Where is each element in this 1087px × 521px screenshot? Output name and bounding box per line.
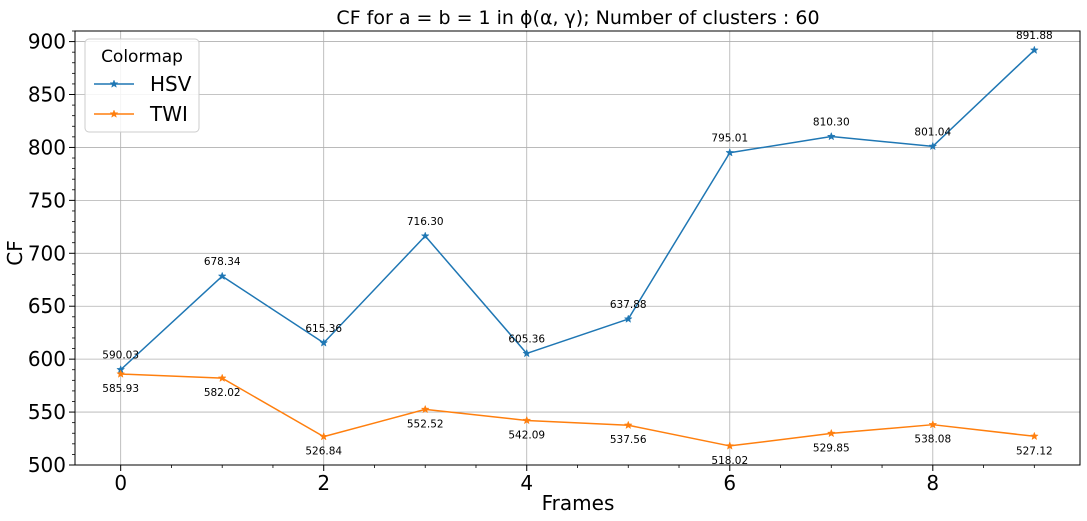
minor-ticks <box>72 30 1035 468</box>
data-label-hsv: 891.88 <box>1016 30 1053 42</box>
x-tick-label: 4 <box>520 471 533 495</box>
series-layer <box>116 45 1039 450</box>
data-label-twi: 538.08 <box>914 434 951 446</box>
y-tick-label: 850 <box>28 83 66 107</box>
data-label-hsv: 678.34 <box>204 256 241 268</box>
point-twi <box>116 369 126 378</box>
grid-layer <box>75 31 1080 466</box>
data-label-hsv: 716.30 <box>407 216 444 228</box>
point-hsv <box>826 131 836 141</box>
legend-item-twi: TWI <box>94 102 188 126</box>
legend-label-hsv: HSV <box>150 72 192 96</box>
point-twi <box>1029 431 1039 441</box>
data-label-twi: 518.02 <box>711 455 748 467</box>
data-label-twi: 552.52 <box>407 418 444 430</box>
point-hsv <box>928 141 938 151</box>
legend-box <box>84 38 200 133</box>
data-label-twi: 582.02 <box>204 387 241 399</box>
data-label-hsv: 605.36 <box>508 333 545 345</box>
legend: Colormap HSV TWI <box>84 38 200 133</box>
series-line-hsv <box>120 49 1035 371</box>
x-tick-label: 2 <box>317 471 330 495</box>
x-axis-label: Frames <box>542 491 615 515</box>
point-hsv <box>217 271 227 281</box>
data-label-twi: 526.84 <box>305 446 342 458</box>
legend-marker-hsv <box>109 79 119 88</box>
point-twi <box>319 431 329 441</box>
data-label-twi: 529.85 <box>813 442 850 454</box>
x-tick-label: 6 <box>723 471 736 495</box>
point-hsv <box>420 231 430 240</box>
y-tick-label: 750 <box>28 188 66 212</box>
legend-entries: HSV TWI <box>94 72 192 126</box>
point-twi <box>623 420 633 430</box>
data-label-hsv: 801.04 <box>914 126 951 138</box>
point-hsv <box>522 348 532 358</box>
point-hsv <box>725 148 735 157</box>
point-hsv <box>623 314 633 323</box>
chart-title: CF for a = b = 1 in ϕ(α, γ); Number of c… <box>336 7 819 29</box>
data-label-hsv: 590.03 <box>102 350 139 362</box>
y-tick-label: 900 <box>28 30 66 54</box>
point-hsv <box>319 338 329 347</box>
point-twi <box>826 428 836 438</box>
y-tick-label: 550 <box>28 400 66 424</box>
y-axis-label: CF <box>3 240 27 265</box>
legend-title: Colormap <box>101 47 183 67</box>
legend-marker-twi <box>109 109 119 118</box>
data-label-hsv: 615.36 <box>305 323 342 335</box>
point-hsv <box>1029 45 1039 54</box>
data-label-hsv: 795.01 <box>711 133 748 145</box>
data-label-hsv: 637.88 <box>610 299 647 311</box>
data-label-twi: 527.12 <box>1016 445 1053 457</box>
data-label-twi: 537.56 <box>610 434 647 446</box>
y-tick-label: 600 <box>28 347 66 371</box>
series-line-twi <box>120 373 1035 447</box>
legend-label-twi: TWI <box>149 102 188 126</box>
y-tick-label: 700 <box>28 241 66 265</box>
y-tick-label: 500 <box>28 453 66 477</box>
x-tick-label: 8 <box>926 471 939 495</box>
point-twi <box>217 373 227 382</box>
y-tick-label: 650 <box>28 294 66 318</box>
series-twi <box>116 369 1039 450</box>
data-label-twi: 585.93 <box>102 383 139 395</box>
x-tick-label: 0 <box>114 471 127 495</box>
plot-frame <box>74 30 1081 466</box>
point-twi <box>522 415 532 425</box>
point-twi <box>420 404 430 414</box>
data-label-hsv: 810.30 <box>813 117 850 129</box>
data-label-twi: 542.09 <box>508 429 545 441</box>
point-twi <box>725 441 735 450</box>
series-hsv <box>116 45 1039 374</box>
tick-layer: 0 2 4 6 8 500 550 600 650 700 750 800 850 900 <box>28 30 939 495</box>
y-tick-label: 800 <box>28 135 66 159</box>
legend-item-hsv: HSV <box>94 72 192 96</box>
data-label-layer: 590.03 678.34 615.36 716.30 605.36 637.88 795.… <box>102 30 1052 467</box>
point-twi <box>928 419 938 429</box>
